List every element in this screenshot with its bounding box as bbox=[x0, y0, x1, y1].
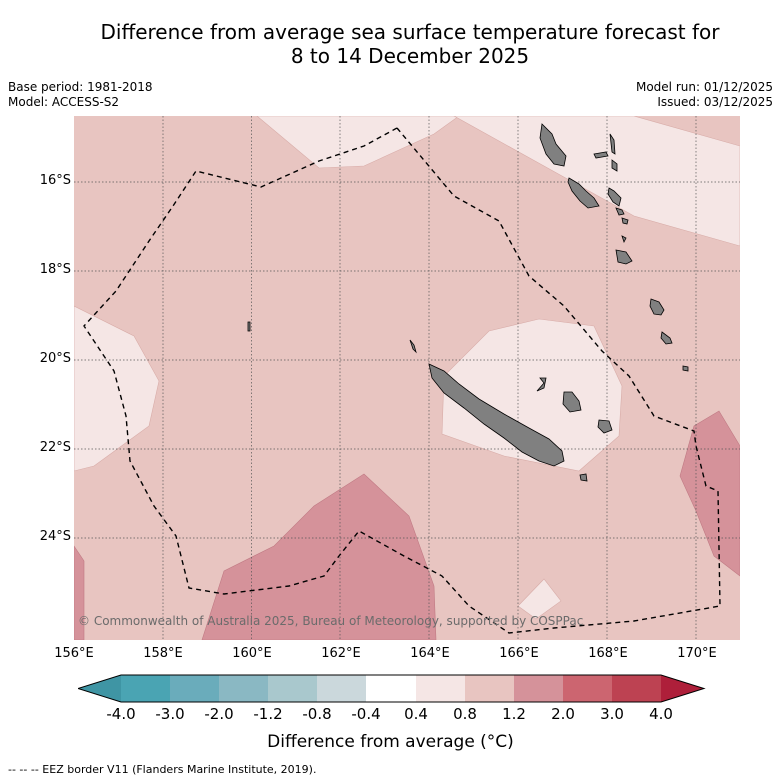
colorbar-outline bbox=[78, 674, 706, 703]
x-tick-168e: 168°E bbox=[588, 646, 628, 661]
meta-left: Base period: 1981-2018 Model: ACCESS-S2 bbox=[8, 80, 153, 110]
colorbar-label-8: 0.8 bbox=[453, 705, 477, 723]
colorbar-high-arrow bbox=[661, 675, 704, 702]
colorbar-segment-3 bbox=[219, 675, 268, 702]
colorbar-segment-6 bbox=[366, 675, 416, 702]
colorbar-segment-11 bbox=[612, 675, 661, 702]
anomaly-0.4-0.8-region-south bbox=[517, 578, 562, 620]
island-mare bbox=[597, 419, 613, 434]
y-tick-20s: 20°S bbox=[39, 351, 71, 366]
copyright-text: © Commonwealth of Australia 2025, Bureau… bbox=[78, 614, 583, 628]
island-tanna bbox=[660, 331, 673, 345]
colorbar-segment-7 bbox=[416, 675, 465, 702]
colorbar-label-7: 0.4 bbox=[404, 705, 428, 723]
colorbar-label-4: -1.2 bbox=[253, 705, 283, 723]
colorbar-segment-2 bbox=[170, 675, 219, 702]
island-aneityum bbox=[682, 365, 689, 372]
colorbar-segment-8 bbox=[465, 675, 514, 702]
x-tick-162e: 162°E bbox=[321, 646, 361, 661]
colorbar-segment-9 bbox=[514, 675, 563, 702]
anomaly-0.4-0.8-region-central bbox=[441, 318, 623, 472]
colorbar bbox=[78, 674, 706, 703]
colorbar-label-5: -0.8 bbox=[302, 705, 332, 723]
x-tick-156e: 156°E bbox=[54, 646, 94, 661]
x-tick-160e: 160°E bbox=[232, 646, 272, 661]
anomaly-0.4-0.8-region-west bbox=[74, 305, 160, 472]
model-run: Model run: 01/12/2025 bbox=[635, 80, 773, 94]
colorbar-label-11: 3.0 bbox=[600, 705, 624, 723]
island-maewo bbox=[593, 151, 609, 159]
colorbar-segment-1 bbox=[121, 675, 170, 702]
meta-right: Model run: 01/12/2025 Issued: 03/12/2025 bbox=[636, 80, 773, 110]
x-tick-164e: 164°E bbox=[410, 646, 450, 661]
colorbar-label-12: 4.0 bbox=[649, 705, 673, 723]
island-ambae bbox=[609, 133, 616, 155]
anomaly-1.2-2.0-region-south bbox=[201, 473, 437, 640]
colorbar-segment-5 bbox=[317, 675, 366, 702]
colorbar-segment-4 bbox=[268, 675, 317, 702]
x-tick-170e: 170°E bbox=[677, 646, 717, 661]
colorbar-title: Difference from average (°C) bbox=[267, 732, 514, 752]
chart-title: Difference from average sea surface temp… bbox=[40, 20, 780, 68]
anomaly-0.4-0.8-region-northeast bbox=[453, 116, 740, 247]
land-masses bbox=[247, 123, 689, 482]
sst-anomaly-map[interactable]: © Commonwealth of Australia 2025, Bureau… bbox=[74, 116, 740, 640]
colorbar-label-3: -2.0 bbox=[204, 705, 234, 723]
island-walpole bbox=[579, 473, 588, 482]
eez-footnote: -- -- -- EEZ border V11 (Flanders Marine… bbox=[8, 763, 317, 776]
colorbar-label-2: -3.0 bbox=[155, 705, 185, 723]
x-tick-158e: 158°E bbox=[143, 646, 183, 661]
colorbar-label-9: 1.2 bbox=[502, 705, 526, 723]
title-line-1: Difference from average sea surface temp… bbox=[100, 20, 720, 44]
island-erromango bbox=[649, 298, 665, 316]
island-lifou bbox=[562, 391, 582, 413]
island-pentecost bbox=[611, 159, 618, 172]
colorbar-label-6: -0.4 bbox=[351, 705, 381, 723]
graticule bbox=[74, 116, 740, 640]
eez-border bbox=[83, 127, 721, 634]
island-surprise bbox=[409, 339, 417, 354]
x-tick-166e: 166°E bbox=[499, 646, 539, 661]
island-malekula bbox=[567, 177, 600, 209]
model-name: Model: ACCESS-S2 bbox=[8, 95, 120, 109]
y-tick-22s: 22°S bbox=[39, 440, 71, 455]
colorbar-segment-10 bbox=[563, 675, 612, 702]
colorbar-low-arrow bbox=[78, 675, 121, 702]
island-efate bbox=[615, 249, 633, 265]
island-ouvea bbox=[536, 377, 547, 392]
y-tick-18s: 18°S bbox=[39, 262, 71, 277]
y-tick-16s: 16°S bbox=[39, 173, 71, 188]
new-caledonia-grande-terre bbox=[428, 363, 565, 467]
colorbar-label-1: -4.0 bbox=[106, 705, 136, 723]
issued-date: Issued: 03/12/2025 bbox=[657, 95, 773, 109]
island-shepherd bbox=[621, 217, 629, 225]
island-ambrym bbox=[607, 187, 622, 207]
island-espiritu-santo bbox=[539, 123, 567, 167]
title-line-2: 8 to 14 December 2025 bbox=[290, 44, 530, 68]
y-tick-24s: 24°S bbox=[39, 529, 71, 544]
island-epi bbox=[615, 207, 625, 216]
base-period: Base period: 1981-2018 bbox=[8, 80, 153, 94]
island-chesterfield bbox=[247, 321, 251, 332]
anomaly-1.2-2.0-region-east bbox=[679, 410, 740, 577]
island-emae bbox=[621, 235, 627, 244]
anomaly-0.4-0.8-region-north bbox=[256, 116, 460, 169]
anomaly-1.2-2.0-region-southwest bbox=[74, 545, 85, 640]
colorbar-label-10: 2.0 bbox=[551, 705, 575, 723]
